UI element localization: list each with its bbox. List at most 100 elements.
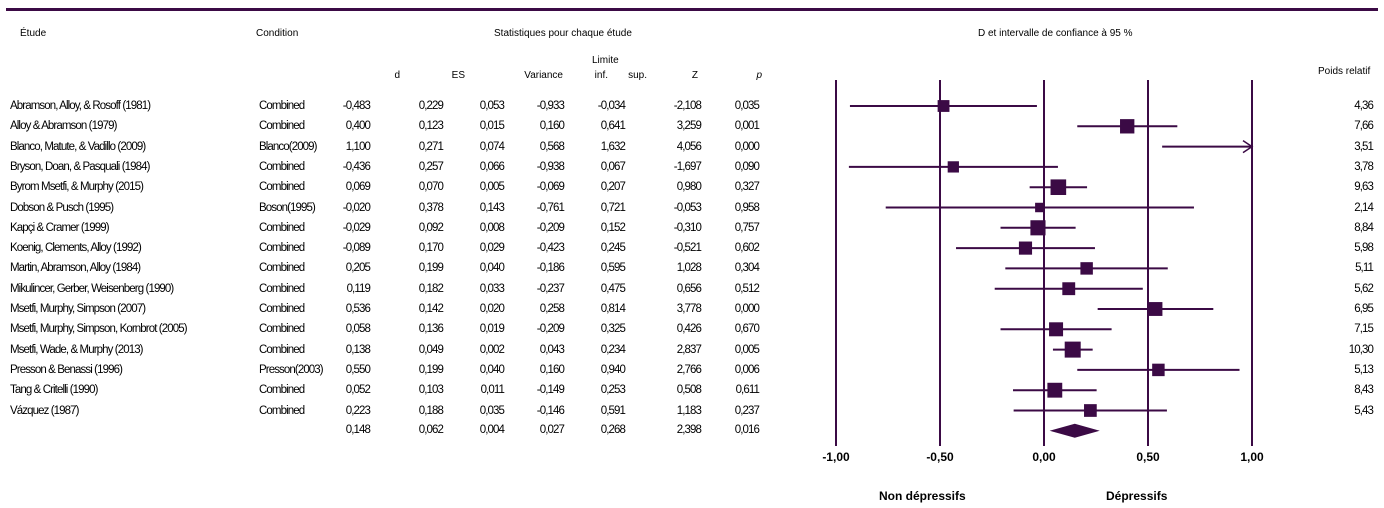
cell-d: 0,400	[345, 120, 371, 133]
cell-variance: 0,005	[479, 181, 505, 194]
cell-study: Byrom Msetfi, & Murphy (2015)	[10, 181, 144, 194]
cell-d: 1,100	[345, 140, 371, 153]
cell-condition: Combined	[259, 404, 305, 417]
table-row: Dobson & Pusch (1995) Boson(1995) -0,020 0,…	[0, 198, 800, 218]
cell-p: 0,757	[734, 221, 760, 234]
cell-p: 0,001	[734, 120, 760, 133]
header-es: ES	[451, 70, 465, 81]
cell-sup: 0,067	[600, 160, 626, 173]
cell-condition: Combined	[259, 262, 305, 275]
cell-z: 0,656	[676, 282, 702, 295]
cell-sup: 0,234	[600, 343, 626, 356]
cell-p: 0,958	[734, 201, 760, 214]
cell-inf: -0,149	[536, 384, 565, 397]
cell-study: Martin, Abramson, Alloy (1984)	[10, 262, 141, 275]
point-estimate	[1035, 202, 1045, 213]
cell-z: 3,259	[676, 120, 702, 133]
top-rule	[6, 8, 1378, 11]
cell-weight: 8,84	[1354, 221, 1374, 234]
summary-d: 0,148	[345, 424, 371, 436]
table-row: Bryson, Doan, & Pasquali (1984) Combined -…	[0, 157, 800, 177]
tick-label: 0,50	[1136, 450, 1160, 464]
cell-weight: 4,36	[1354, 100, 1374, 112]
cell-condition: Blanco(2009)	[259, 140, 318, 153]
cell-variance: 0,033	[479, 282, 505, 295]
cell-sup: 0,207	[600, 181, 626, 194]
table-row: Kapçi & Cramer (1999) Combined -0,029 0,092…	[0, 218, 800, 238]
cell-study: Presson & Benassi (1996)	[10, 363, 123, 376]
cell-es: 0,092	[418, 221, 444, 234]
cell-variance: 0,008	[479, 221, 505, 234]
cell-p: 0,327	[734, 181, 760, 194]
cell-d: 0,052	[345, 384, 371, 397]
cell-condition: Combined	[259, 343, 305, 356]
cell-p: 0,670	[734, 323, 760, 336]
cell-condition: Presson(2003)	[259, 363, 324, 376]
cell-sup: 0,245	[600, 242, 626, 255]
cell-es: 0,049	[418, 343, 444, 356]
cell-study: Mikulincer, Gerber, Weisenberg (1990)	[10, 282, 174, 295]
point-estimate	[1148, 302, 1163, 316]
header-z: Z	[691, 70, 698, 81]
cell-inf: -0,186	[536, 262, 565, 275]
cell-variance: 0,029	[479, 242, 505, 255]
cell-z: -2,108	[673, 100, 702, 112]
cell-z: 2,837	[676, 343, 702, 356]
point-estimate	[1018, 241, 1033, 255]
cell-z: -0,521	[673, 242, 702, 255]
cell-d: 0,550	[345, 363, 371, 376]
cell-variance: 0,066	[479, 160, 505, 173]
cell-sup: 1,632	[600, 140, 626, 153]
cell-z: -0,053	[673, 201, 702, 214]
table-row: Mikulincer, Gerber, Weisenberg (1990) Com…	[0, 279, 800, 299]
cell-weight: 5,98	[1354, 242, 1374, 255]
cell-sup: 0,253	[600, 384, 626, 397]
cell-weight: 5,43	[1354, 404, 1374, 417]
cell-p: 0,237	[734, 404, 760, 417]
cell-sup: 0,325	[600, 323, 626, 336]
forest-plot: -1,00 -0,50 0,00 0,50 1,00	[822, 80, 1264, 464]
cell-variance: 0,019	[479, 323, 505, 336]
cell-inf: 0,568	[539, 140, 565, 153]
label-non-depressed: Non dépressifs	[879, 489, 966, 503]
cell-condition: Combined	[259, 242, 305, 255]
cell-z: 0,426	[676, 323, 702, 336]
cell-es: 0,103	[418, 384, 444, 397]
table-row: Byrom Msetfi, & Murphy (2015) Combined 0,0…	[0, 177, 800, 197]
summary-variance: 0,004	[479, 424, 505, 436]
cell-d: -0,029	[342, 221, 371, 234]
cell-d: 0,205	[345, 262, 371, 275]
cell-es: 0,229	[418, 100, 444, 112]
cell-variance: 0,053	[479, 100, 505, 112]
table-row: Presson & Benassi (1996) Presson(2003) 0,5…	[0, 360, 800, 380]
cell-p: 0,035	[734, 100, 760, 112]
cell-es: 0,182	[418, 282, 444, 295]
tick-label: 0,00	[1032, 450, 1056, 464]
cell-inf: -0,423	[536, 242, 565, 255]
cell-es: 0,188	[418, 404, 444, 417]
cell-variance: 0,015	[479, 120, 505, 133]
cell-es: 0,070	[418, 181, 444, 194]
cell-inf: -0,761	[536, 201, 565, 214]
header-study: Étude	[20, 28, 47, 39]
cell-variance: 0,143	[479, 201, 505, 214]
cell-weight: 9,63	[1354, 181, 1374, 194]
cell-variance: 0,020	[479, 303, 505, 315]
cell-study: Blanco, Matute, & Vadillo (2009)	[10, 140, 146, 153]
table-row: Koenig, Clements, Alloy (1992) Combined -0…	[0, 238, 800, 258]
cell-variance: 0,011	[480, 384, 505, 397]
cell-variance: 0,035	[479, 404, 505, 417]
point-estimate	[1050, 179, 1067, 196]
header-stats-title: Statistiques pour chaque étude	[494, 28, 632, 39]
point-estimate	[1030, 220, 1046, 236]
cell-sup: 0,595	[600, 262, 626, 275]
cell-p: 0,611	[735, 384, 760, 397]
point-estimate	[1062, 282, 1076, 296]
cell-weight: 7,66	[1354, 120, 1374, 133]
label-depressed: Dépressifs	[1106, 489, 1168, 503]
header-variance: Variance	[524, 70, 563, 81]
cell-condition: Combined	[259, 221, 305, 234]
cell-sup: 0,814	[600, 303, 626, 315]
cell-es: 0,257	[418, 160, 444, 173]
cell-condition: Combined	[259, 160, 305, 173]
